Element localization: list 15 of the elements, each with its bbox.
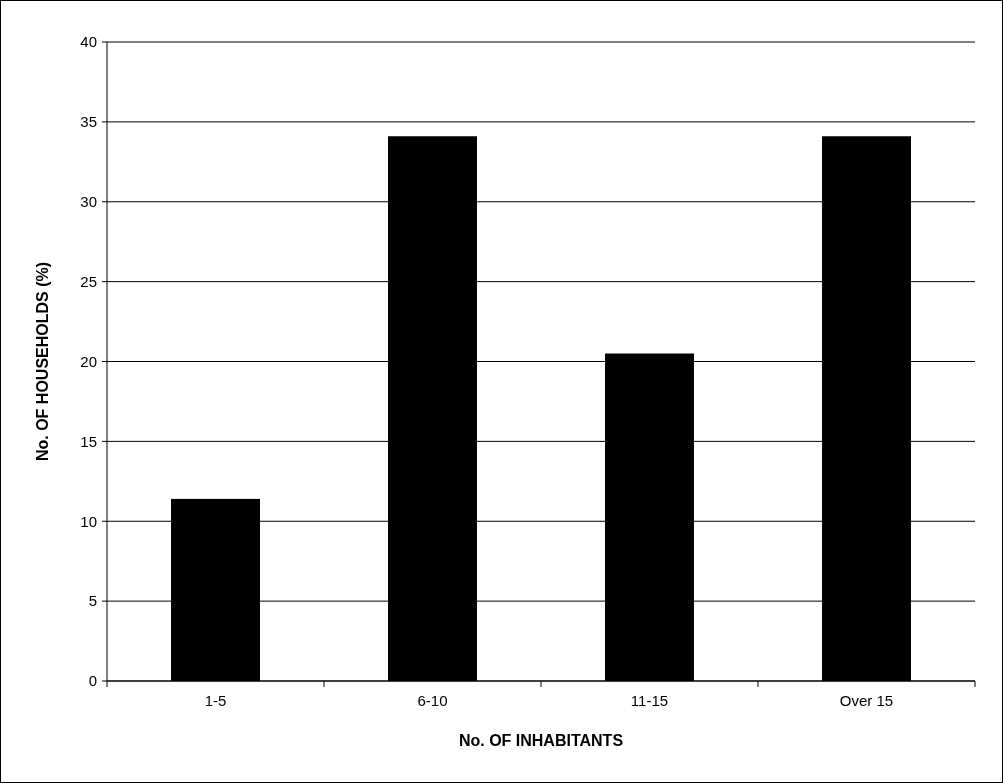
y-tick-label: 25 (80, 272, 97, 290)
y-tick-label: 15 (80, 432, 97, 450)
y-tick-label: 20 (80, 352, 97, 370)
x-tick-label: 11-15 (630, 692, 669, 709)
x-tick-label: 1-5 (204, 692, 227, 709)
y-tick-label: 5 (88, 592, 97, 610)
y-tick-label: 35 (80, 113, 97, 131)
y-axis-title: No. OF HOUSEHOLDS (%) (34, 261, 51, 462)
y-tick-label: 10 (80, 512, 97, 530)
y-tick-label: 30 (80, 193, 97, 210)
y-tick-label: 40 (80, 33, 97, 51)
x-tick-label: 6-10 (417, 692, 448, 709)
y-tick-label: 0 (88, 672, 97, 690)
x-tick-label: Over 15 (839, 692, 894, 709)
x-axis-title: No. OF INHABITANTS (458, 732, 624, 749)
